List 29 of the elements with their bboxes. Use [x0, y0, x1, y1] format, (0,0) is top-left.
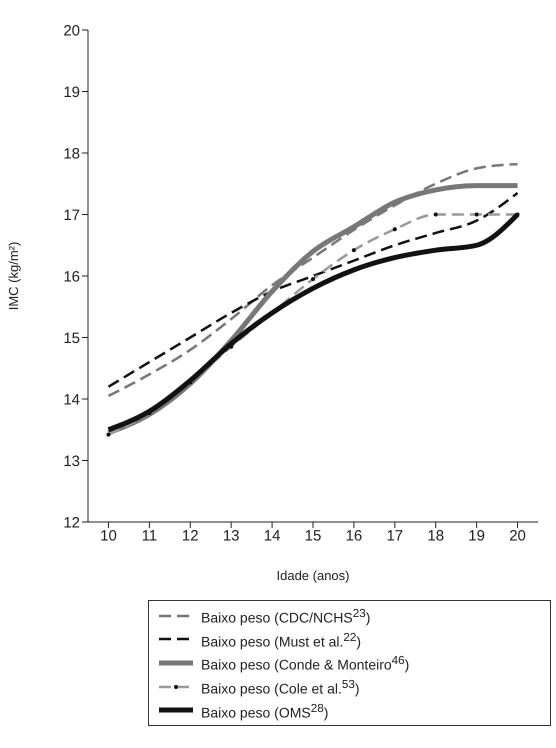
line-series [107, 192, 519, 388]
y-tick-label: 19 [63, 84, 80, 101]
legend-label: Baixo peso (CDC/NCHS$^{23}$) [201, 606, 370, 628]
y-tick-label: 17 [63, 206, 80, 224]
x-tick-label: 17 [386, 528, 404, 545]
y-tick-label: 12 [63, 514, 80, 532]
x-tick-label: 10 [100, 528, 117, 545]
x-tick-label: 11 [142, 528, 158, 545]
y-tick-label: 20 [63, 22, 80, 40]
x-tick-label: 16 [346, 528, 362, 545]
x-tick-label: 20 [509, 528, 526, 545]
y-tick-label: 18 [63, 145, 80, 162]
x-tick-label: 12 [182, 528, 199, 545]
x-axis-title: Idade (anos) [276, 568, 350, 583]
y-axis-title: IMC (kg/m²) [6, 242, 21, 310]
y-tick-label: 14 [63, 391, 80, 408]
x-tick-label: 18 [427, 528, 444, 545]
legend-label: Baixo peso (Must et al.$^{22}$) [201, 630, 362, 652]
legend-label: Baixo peso (Conde & Monteiro$^{46}$) [201, 653, 410, 675]
x-tick-label: 19 [468, 528, 485, 545]
x-tick-label: 13 [222, 528, 240, 545]
x-tick-label: 15 [304, 528, 322, 545]
point [516, 212, 520, 216]
y-tick-label: 16 [63, 268, 80, 286]
legend-label: Baixo peso (OMS$^{28}$) [201, 700, 328, 722]
x-tick-label: 14 [264, 528, 280, 545]
legend-label: Baixo peso (Cole et al.$^{53}$) [201, 676, 360, 699]
y-tick-label: 13 [63, 452, 80, 470]
y-tick-label: 15 [63, 330, 80, 347]
